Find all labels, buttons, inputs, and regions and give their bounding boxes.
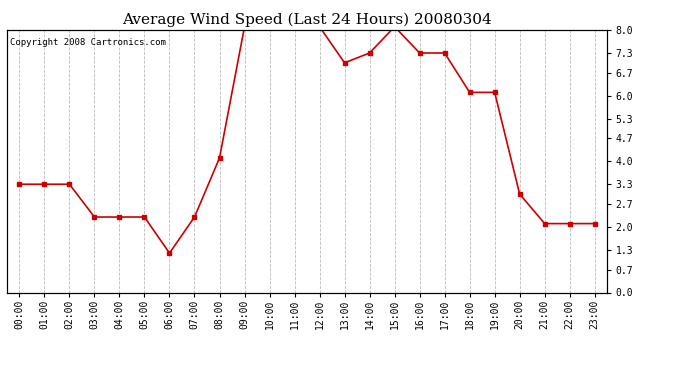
Text: Copyright 2008 Cartronics.com: Copyright 2008 Cartronics.com: [10, 38, 166, 47]
Title: Average Wind Speed (Last 24 Hours) 20080304: Average Wind Speed (Last 24 Hours) 20080…: [122, 13, 492, 27]
